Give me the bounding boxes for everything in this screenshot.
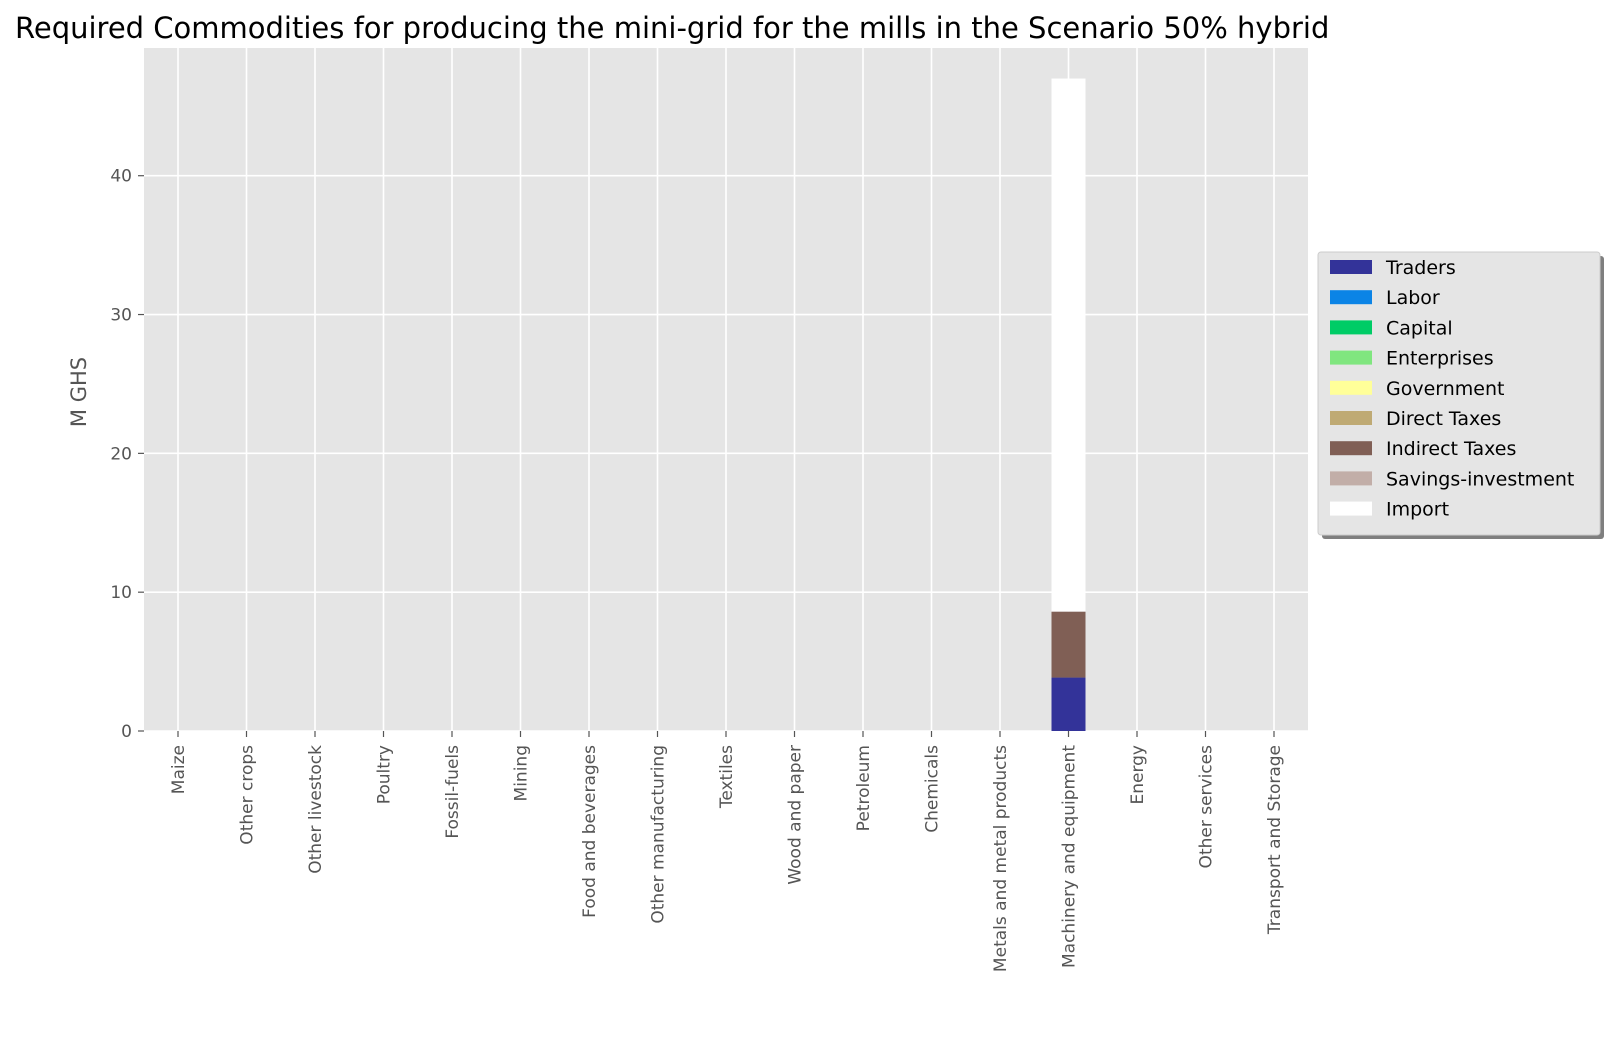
legend: Traders Labor Capital Enterprises Government… bbox=[1317, 251, 1604, 539]
bars bbox=[1051, 78, 1086, 731]
bar-segment bbox=[1051, 78, 1086, 612]
bar-segment bbox=[1051, 611, 1086, 678]
bar-segment bbox=[1051, 677, 1086, 731]
legend-swatch bbox=[1330, 350, 1372, 365]
legend-label: Enterprises bbox=[1386, 348, 1494, 370]
y-tick-label: 40 bbox=[110, 167, 132, 187]
x-tick-label: Mining bbox=[512, 745, 532, 801]
legend-swatch bbox=[1330, 320, 1372, 335]
y-tick-label: 30 bbox=[110, 306, 132, 326]
legend-label: Import bbox=[1386, 499, 1449, 521]
x-tick-label: Other manufacturing bbox=[649, 745, 669, 924]
x-tick-label: Metals and metal products bbox=[991, 745, 1011, 972]
x-tick-label: Other services bbox=[1197, 745, 1217, 869]
x-tick-label: Fossil-fuels bbox=[443, 745, 463, 839]
y-axis: 0 10 20 30 40 bbox=[110, 167, 144, 742]
y-axis-label: M GHS bbox=[67, 357, 91, 427]
legend-label: Direct Taxes bbox=[1386, 408, 1501, 430]
x-tick-label: Energy bbox=[1128, 745, 1148, 805]
chart-title: Required Commodities for producing the m… bbox=[15, 11, 1329, 45]
x-axis: Maize Other crops Other livestock Poultry Fo… bbox=[169, 731, 1285, 972]
legend-label: Capital bbox=[1386, 317, 1453, 339]
legend-label: Indirect Taxes bbox=[1386, 438, 1516, 460]
legend-swatch bbox=[1330, 501, 1372, 516]
y-tick-label: 0 bbox=[121, 722, 132, 742]
x-tick-label: Textiles bbox=[717, 745, 737, 809]
x-tick-label: Food and beverages bbox=[580, 745, 600, 918]
x-tick-label: Wood and paper bbox=[786, 745, 806, 885]
y-tick-label: 10 bbox=[110, 583, 132, 603]
legend-label: Traders bbox=[1385, 257, 1456, 279]
y-tick-label: 20 bbox=[110, 444, 132, 464]
legend-swatch bbox=[1330, 290, 1372, 305]
legend-swatch bbox=[1330, 260, 1372, 274]
x-tick-label: Maize bbox=[169, 745, 189, 794]
legend-label: Labor bbox=[1386, 287, 1440, 309]
x-tick-label: Poultry bbox=[375, 745, 395, 804]
legend-swatch bbox=[1330, 471, 1372, 486]
x-tick-label: Chemicals bbox=[923, 745, 943, 833]
legend-swatch bbox=[1330, 380, 1372, 395]
legend-swatch bbox=[1330, 411, 1372, 425]
x-tick-label: Machinery and equipment bbox=[1060, 745, 1080, 968]
x-tick-label: Other livestock bbox=[306, 745, 326, 874]
x-tick-label: Petroleum bbox=[854, 745, 874, 831]
legend-label: Government bbox=[1386, 378, 1505, 400]
legend-frame bbox=[1317, 251, 1601, 536]
legend-label: Savings-investment bbox=[1386, 468, 1574, 490]
x-tick-label: Other crops bbox=[238, 745, 258, 845]
legend-swatch bbox=[1330, 441, 1372, 456]
x-tick-label: Transport and Storage bbox=[1265, 745, 1285, 935]
